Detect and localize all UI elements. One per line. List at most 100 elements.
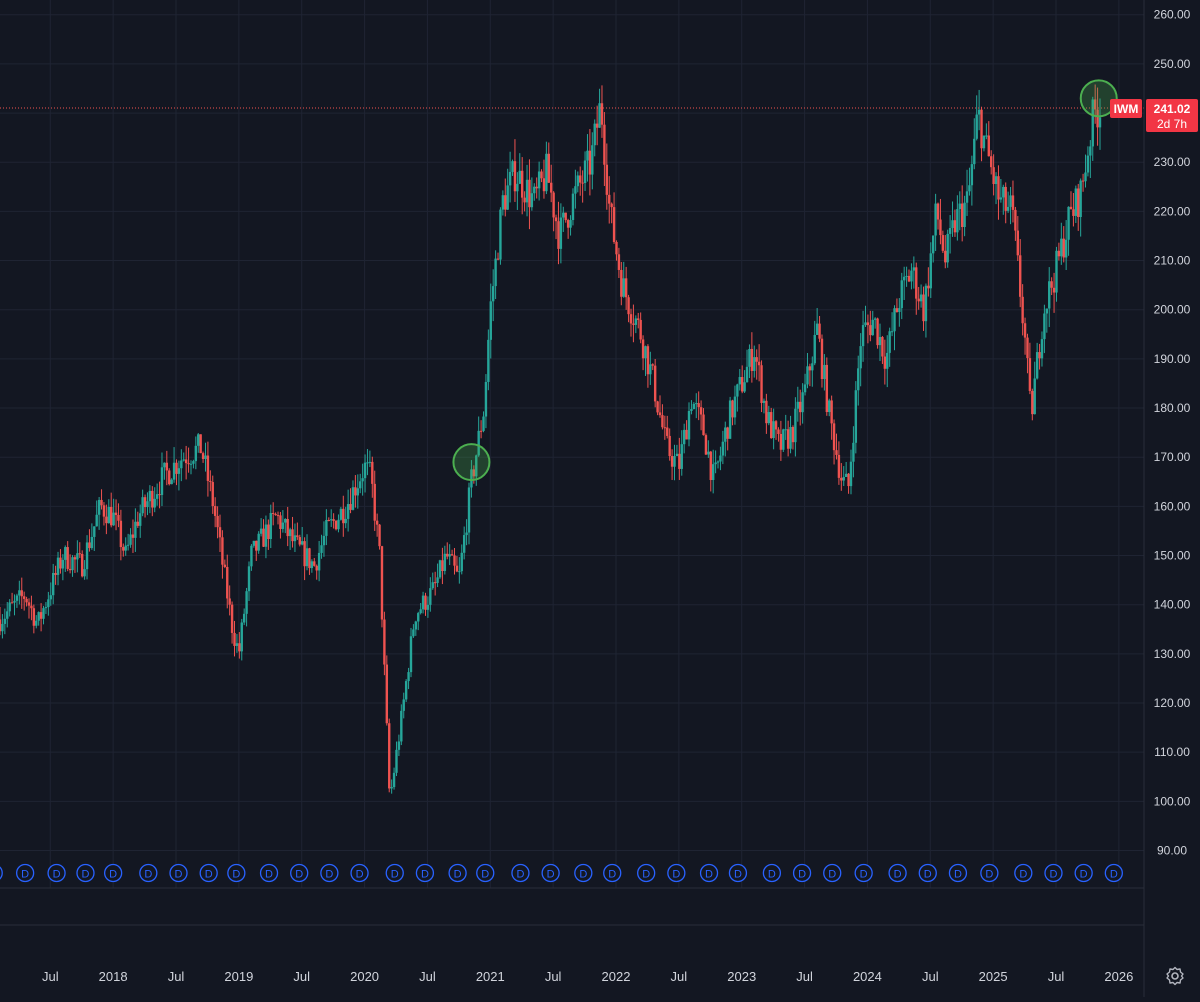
candle[interactable]: [1055, 246, 1058, 302]
candle[interactable]: [907, 269, 911, 283]
candle[interactable]: [431, 572, 434, 590]
candle[interactable]: [564, 212, 567, 223]
candle[interactable]: [605, 143, 609, 210]
candle[interactable]: [1035, 342, 1039, 380]
candle[interactable]: [956, 195, 959, 241]
candle[interactable]: [293, 523, 297, 553]
candle[interactable]: [136, 511, 140, 528]
candle[interactable]: [487, 329, 490, 391]
candle[interactable]: [255, 540, 258, 561]
candle[interactable]: [958, 191, 961, 231]
candle[interactable]: [1098, 98, 1102, 150]
candle[interactable]: [284, 518, 287, 534]
candle[interactable]: [692, 402, 696, 410]
candle[interactable]: [163, 462, 166, 480]
candle[interactable]: [262, 519, 265, 548]
candle[interactable]: [322, 521, 326, 557]
candle[interactable]: [373, 470, 376, 531]
candle[interactable]: [639, 312, 642, 344]
dividend-marker[interactable]: D: [699, 863, 719, 883]
candle[interactable]: [417, 611, 420, 631]
candle[interactable]: [327, 517, 330, 522]
candle[interactable]: [513, 139, 517, 202]
candle[interactable]: [711, 449, 715, 494]
candle[interactable]: [743, 370, 746, 393]
candle[interactable]: [1002, 184, 1005, 215]
candle[interactable]: [837, 441, 841, 485]
candle[interactable]: [228, 585, 231, 616]
candle[interactable]: [750, 332, 754, 383]
candle[interactable]: [1033, 361, 1036, 415]
candle[interactable]: [745, 349, 749, 383]
candle[interactable]: [859, 333, 862, 387]
candle[interactable]: [765, 393, 768, 434]
candle[interactable]: [279, 511, 282, 539]
candle[interactable]: [557, 201, 560, 265]
dividend-marker[interactable]: D: [76, 863, 95, 883]
candle[interactable]: [1, 614, 4, 639]
candle[interactable]: [770, 407, 773, 439]
candle[interactable]: [844, 461, 848, 477]
dividend-markers[interactable]: DDDDDDDDDDDDDDDDDDDDDDDDDDDDDDDDDDDDD: [0, 863, 1123, 883]
candle[interactable]: [1006, 191, 1010, 213]
candle[interactable]: [881, 335, 884, 364]
candle[interactable]: [460, 544, 463, 575]
candle[interactable]: [245, 587, 248, 627]
candle[interactable]: [813, 320, 816, 366]
candle[interactable]: [441, 547, 444, 585]
candle[interactable]: [941, 230, 945, 253]
candle[interactable]: [126, 533, 130, 551]
candle[interactable]: [18, 580, 21, 605]
candle[interactable]: [506, 168, 509, 210]
candle[interactable]: [90, 523, 94, 550]
candle[interactable]: [600, 85, 604, 138]
candle[interactable]: [496, 252, 500, 261]
candle[interactable]: [124, 537, 127, 556]
candle[interactable]: [588, 128, 592, 196]
candle[interactable]: [779, 420, 783, 461]
dividend-marker[interactable]: D: [854, 863, 873, 883]
candle[interactable]: [968, 167, 971, 196]
candle[interactable]: [448, 544, 451, 566]
dividend-marker[interactable]: D: [511, 863, 530, 883]
candle[interactable]: [211, 475, 214, 514]
candle[interactable]: [276, 511, 280, 525]
candle[interactable]: [110, 492, 113, 528]
candle[interactable]: [948, 215, 952, 254]
candle[interactable]: [586, 134, 589, 182]
candle[interactable]: [1089, 140, 1092, 178]
candle[interactable]: [491, 269, 495, 322]
candle[interactable]: [426, 596, 430, 618]
candle[interactable]: [680, 430, 683, 476]
candle[interactable]: [177, 460, 181, 491]
candle[interactable]: [3, 608, 7, 635]
candle[interactable]: [709, 450, 712, 492]
candle[interactable]: [404, 679, 408, 702]
candle[interactable]: [339, 506, 343, 521]
candle[interactable]: [620, 261, 623, 306]
candle[interactable]: [489, 283, 492, 359]
candle[interactable]: [939, 198, 942, 245]
candle[interactable]: [1050, 277, 1053, 296]
candle[interactable]: [571, 188, 575, 226]
candle[interactable]: [359, 473, 362, 494]
candle[interactable]: [1077, 183, 1080, 231]
candle[interactable]: [160, 452, 164, 507]
candle[interactable]: [337, 514, 340, 533]
candle[interactable]: [148, 485, 152, 514]
candle[interactable]: [56, 551, 60, 586]
candle[interactable]: [247, 561, 251, 601]
candle[interactable]: [576, 171, 580, 193]
candle[interactable]: [22, 591, 26, 611]
candle[interactable]: [494, 250, 497, 300]
candle[interactable]: [738, 369, 741, 391]
candle[interactable]: [782, 428, 785, 453]
candle[interactable]: [300, 526, 304, 546]
candle[interactable]: [446, 542, 449, 560]
candle[interactable]: [525, 164, 529, 217]
candle[interactable]: [1079, 178, 1082, 237]
candle[interactable]: [651, 363, 654, 371]
candle[interactable]: [598, 88, 601, 128]
candle[interactable]: [47, 591, 50, 616]
candle[interactable]: [15, 593, 19, 608]
